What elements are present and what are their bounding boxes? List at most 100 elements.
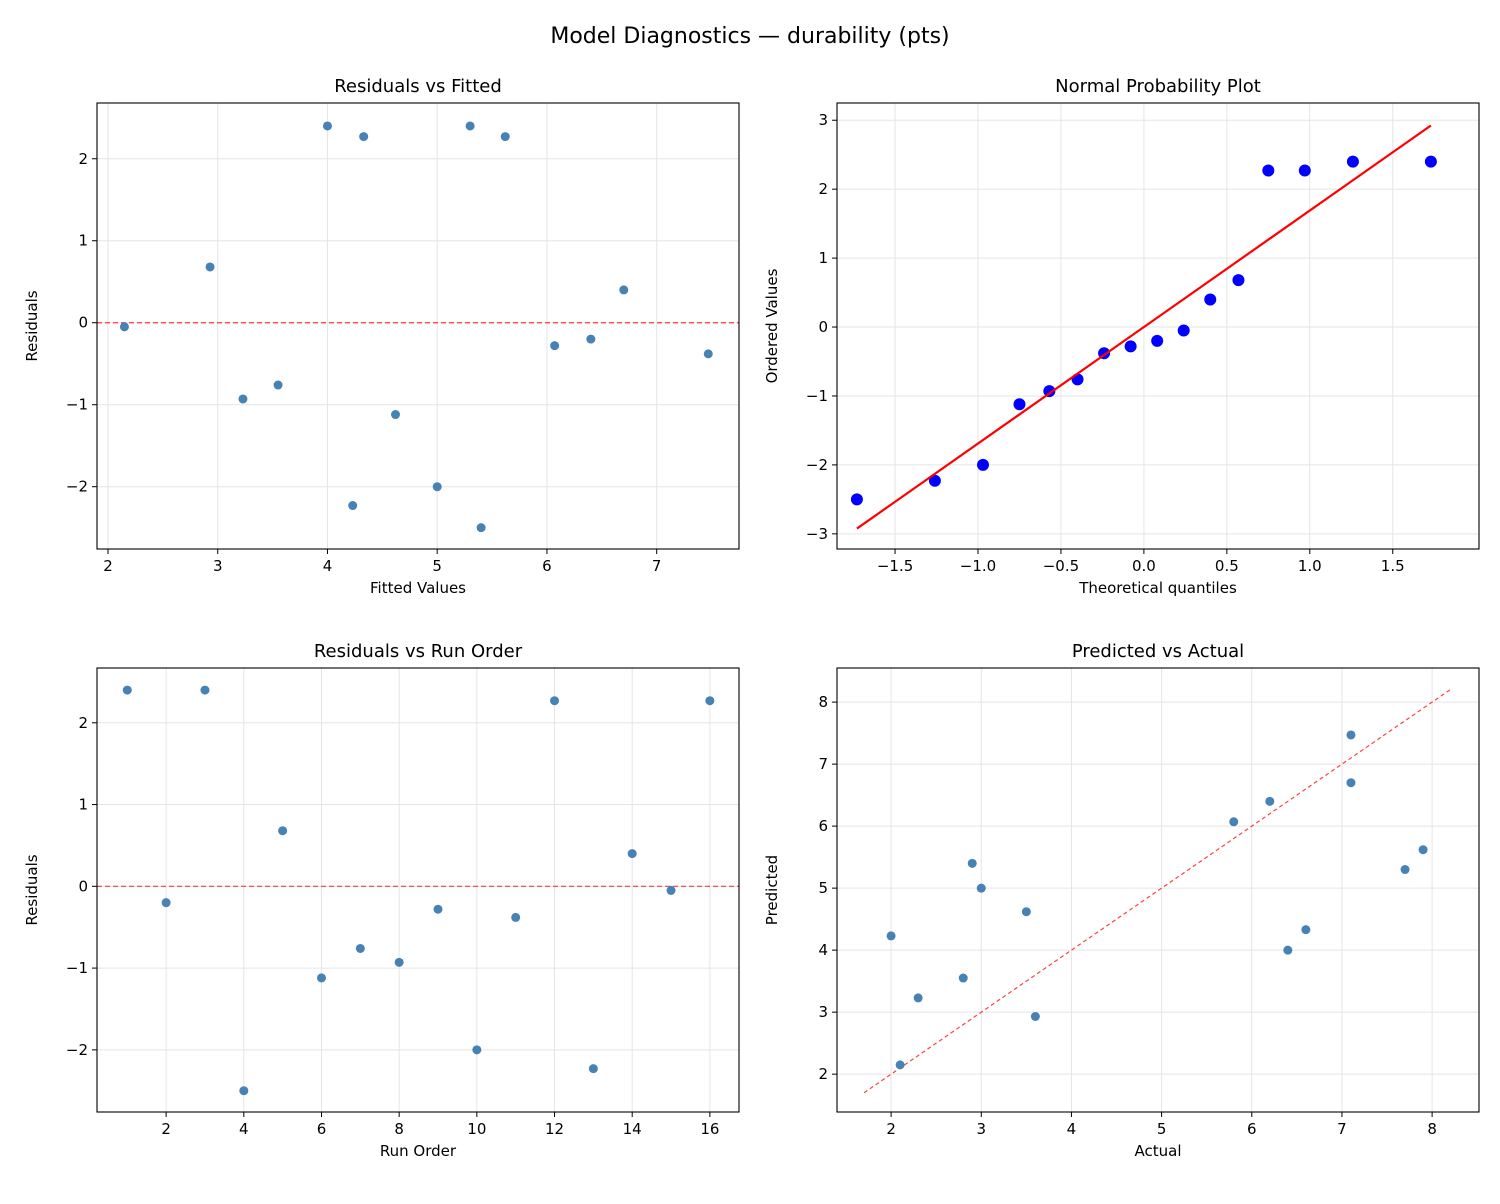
data-point: [895, 1060, 905, 1070]
data-point: [359, 132, 369, 142]
axes-frame: [836, 667, 1480, 1113]
data-point: [705, 696, 715, 706]
y-tick-label: 8: [818, 693, 828, 711]
data-point: [550, 696, 560, 706]
y-axis-label: Residuals: [23, 854, 41, 925]
data-point: [278, 826, 288, 836]
x-tick-label: −0.5: [1043, 557, 1079, 575]
data-point: [1283, 945, 1293, 955]
data-point: [1013, 398, 1026, 411]
data-point: [472, 1045, 482, 1055]
x-tick-label: 2: [161, 1120, 171, 1138]
x-tick-label: 4: [239, 1120, 249, 1138]
data-point: [586, 334, 596, 344]
data-point: [1151, 334, 1164, 347]
x-tick-label: 8: [1427, 1120, 1437, 1138]
data-point: [1232, 274, 1245, 287]
y-tick-label: −2: [806, 456, 828, 474]
data-point: [119, 322, 129, 332]
subplot-title: Predicted vs Actual: [1072, 641, 1244, 662]
y-tick-label: −3: [806, 525, 828, 543]
x-tick-label: 7: [1337, 1120, 1347, 1138]
x-tick-label: 6: [317, 1120, 327, 1138]
x-tick-label: −1.5: [877, 557, 913, 575]
x-tick-label: 0.0: [1132, 557, 1156, 575]
x-tick-label: −1.0: [960, 557, 996, 575]
data-point: [976, 883, 986, 893]
data-point: [238, 394, 248, 404]
x-tick-label: 12: [545, 1120, 564, 1138]
data-point: [1298, 164, 1311, 177]
data-point: [1021, 907, 1031, 917]
data-point: [1424, 155, 1437, 168]
x-tick-label: 2: [103, 557, 113, 575]
y-tick-label: −2: [66, 1041, 88, 1059]
x-tick-label: 5: [1157, 1120, 1167, 1138]
y-axis-label: Residuals: [23, 290, 41, 361]
x-axis-label: Actual: [1135, 1142, 1182, 1160]
data-point: [465, 121, 475, 131]
y-tick-label: 3: [818, 1003, 828, 1021]
x-tick-label: 6: [1247, 1120, 1257, 1138]
axes-frame: [836, 102, 1480, 550]
data-point: [1204, 293, 1217, 306]
y-tick-label: 2: [818, 180, 828, 198]
y-axis-label: Predicted: [763, 855, 781, 925]
x-tick-label: 3: [976, 1120, 986, 1138]
panel-predicted-vs-actual: 2 3 4 5 6 7 8 2 3 4 5 6 7 8 Predicted vs Actual Actual P…: [763, 641, 1480, 1160]
x-tick-label: 10: [467, 1120, 486, 1138]
x-tick-label: 2: [886, 1120, 896, 1138]
data-point: [355, 943, 365, 953]
data-point: [161, 898, 171, 908]
data-point: [619, 285, 629, 295]
subplot-title: Residuals vs Fitted: [334, 76, 502, 97]
data-point: [1030, 1012, 1040, 1022]
data-point: [476, 523, 486, 533]
y-tick-label: −1: [806, 387, 828, 405]
data-point: [239, 1086, 249, 1096]
data-point: [1346, 155, 1359, 168]
y-tick-label: 0: [78, 314, 88, 332]
y-tick-label: 2: [818, 1065, 828, 1083]
data-point: [200, 685, 210, 695]
axes-frame: [96, 102, 740, 550]
y-tick-label: −1: [66, 959, 88, 977]
data-point: [205, 262, 215, 272]
data-point: [511, 912, 521, 922]
x-tick-label: 14: [623, 1120, 642, 1138]
x-tick-label: 5: [432, 557, 442, 575]
data-point: [316, 973, 326, 983]
x-tick-label: 3: [213, 557, 223, 575]
data-point: [1301, 925, 1311, 935]
y-axis-label: Ordered Values: [763, 268, 781, 383]
y-tick-label: 1: [78, 796, 88, 814]
data-point: [1177, 324, 1190, 337]
fit-line: [856, 124, 1432, 530]
y-tick-label: 2: [78, 714, 88, 732]
data-point: [1124, 340, 1137, 353]
panel-residuals-vs-fitted: 2 3 4 5 6 7 −2 −1 0 1 2 Residuals vs Fitted Fitted V…: [23, 76, 740, 597]
data-point: [432, 482, 442, 492]
data-point: [1418, 845, 1428, 855]
data-point: [348, 501, 358, 511]
data-point: [967, 858, 977, 868]
y-tick-label: 2: [78, 150, 88, 168]
y-tick-label: −1: [66, 396, 88, 414]
x-axis-label: Fitted Values: [370, 579, 466, 597]
data-point: [588, 1064, 598, 1074]
subplot-title: Normal Probability Plot: [1055, 76, 1261, 97]
data-point: [627, 849, 637, 859]
data-point: [322, 121, 332, 131]
data-point: [1262, 164, 1275, 177]
data-point: [850, 493, 863, 506]
y-tick-label: 1: [78, 232, 88, 250]
x-tick-label: 8: [394, 1120, 404, 1138]
data-point: [886, 931, 896, 941]
x-tick-label: 1.0: [1298, 557, 1322, 575]
data-point: [433, 904, 443, 914]
figure-suptitle: Model Diagnostics — durability (pts): [550, 24, 949, 49]
y-tick-label: 1: [818, 249, 828, 267]
data-point: [122, 685, 132, 695]
